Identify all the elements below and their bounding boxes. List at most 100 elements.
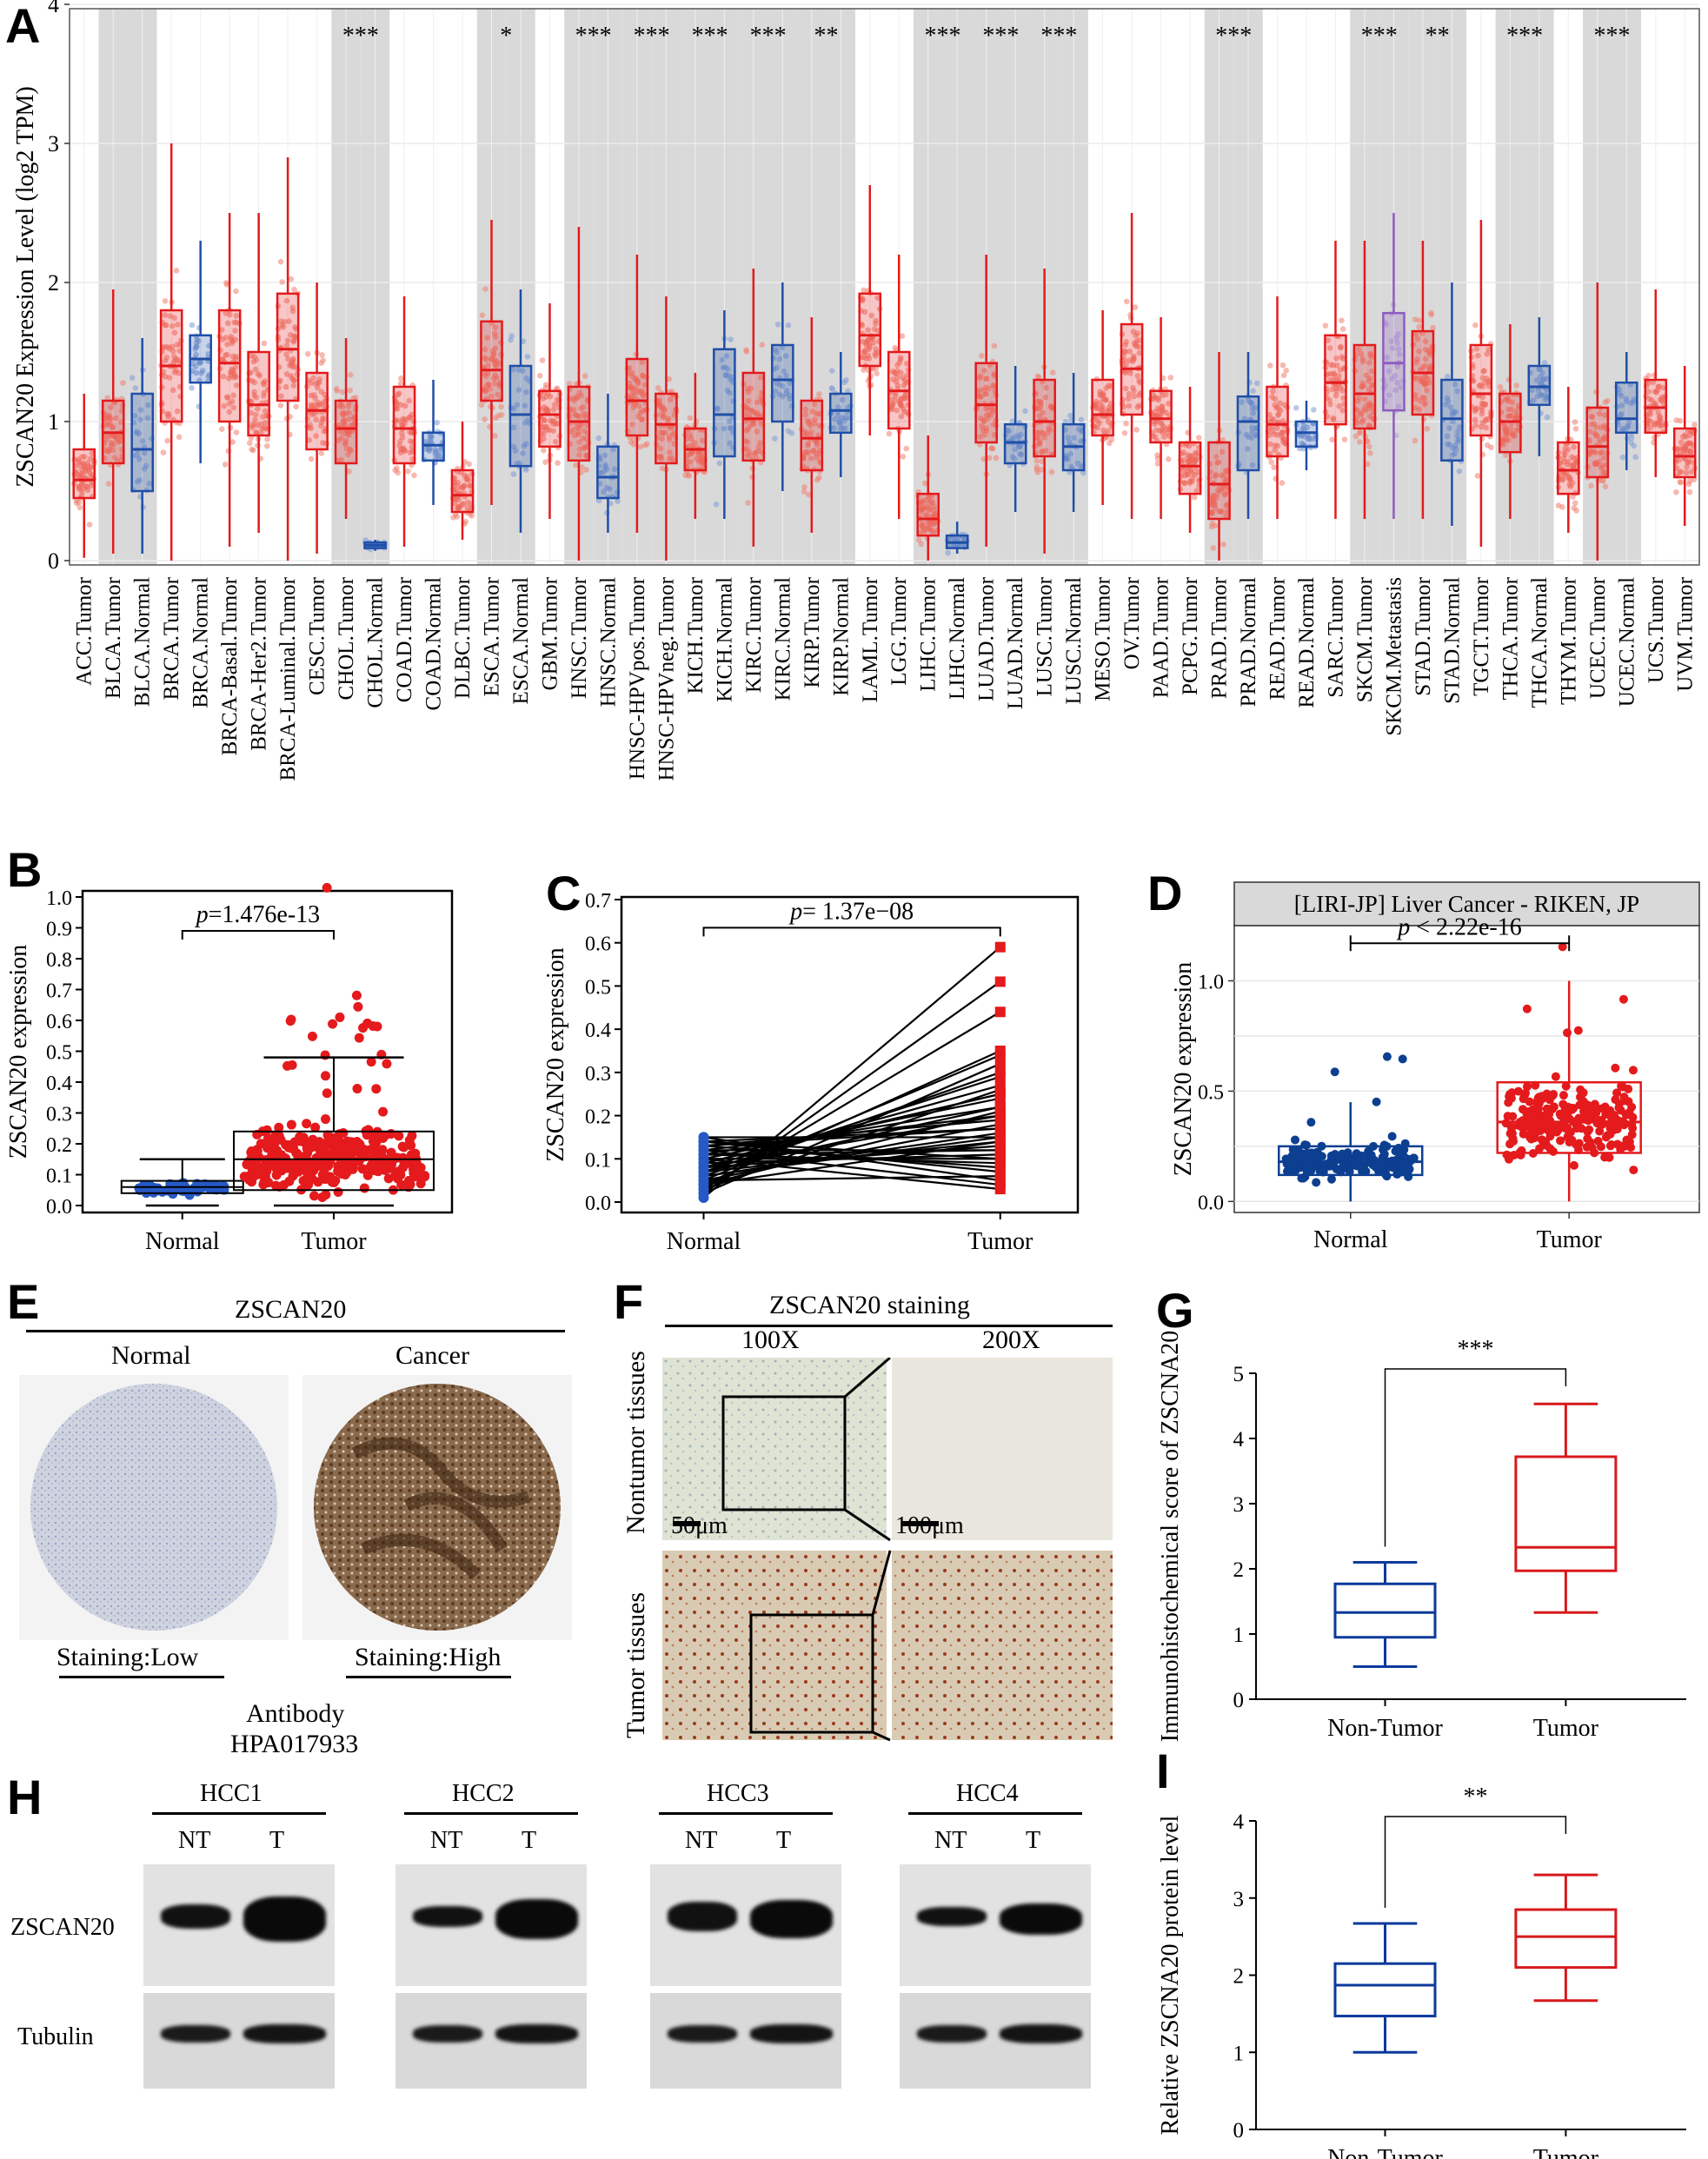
data-point bbox=[143, 462, 150, 469]
data-point bbox=[277, 402, 284, 409]
data-point bbox=[251, 389, 257, 395]
y-axis-label-a: ZSCAN20 Expression Level (log2 TPM) bbox=[12, 86, 39, 487]
x-tick-label-a: CHOL.Normal bbox=[364, 577, 388, 708]
x-tick-label-a: STAD.Normal bbox=[1440, 577, 1464, 704]
blot-lane-t: T bbox=[269, 1827, 285, 1854]
panel-e-normal-rule bbox=[59, 1676, 224, 1678]
x-tick-label-a: SARC.Tumor bbox=[1324, 576, 1347, 697]
data-point bbox=[285, 1016, 296, 1026]
data-point bbox=[1311, 407, 1317, 413]
box bbox=[741, 371, 766, 462]
data-point bbox=[129, 375, 136, 381]
normal-point bbox=[698, 1179, 709, 1191]
data-point bbox=[785, 322, 792, 329]
significance-label-a: *** bbox=[575, 23, 612, 50]
data-point bbox=[1290, 1135, 1299, 1145]
data-point bbox=[286, 318, 292, 324]
data-point bbox=[105, 481, 112, 487]
data-point bbox=[420, 1172, 430, 1182]
data-point bbox=[164, 437, 170, 444]
y-tick-label-c: 0.6 bbox=[585, 933, 611, 956]
data-point bbox=[1553, 1122, 1563, 1132]
data-point bbox=[308, 380, 314, 386]
significance-label-a: *** bbox=[692, 23, 728, 50]
data-point bbox=[394, 1131, 404, 1141]
data-point bbox=[427, 434, 434, 441]
data-point bbox=[198, 369, 204, 376]
plot-frame-c bbox=[620, 895, 1080, 1214]
data-point bbox=[223, 351, 230, 358]
data-point bbox=[595, 435, 602, 442]
data-point bbox=[514, 402, 521, 409]
data-point bbox=[539, 424, 545, 430]
x-tick-label-a: HNSC-HPVneg.Tumor bbox=[655, 576, 678, 781]
data-point bbox=[1280, 372, 1287, 379]
data-point bbox=[302, 1119, 312, 1129]
data-point bbox=[1602, 399, 1609, 406]
data-point bbox=[1600, 1153, 1610, 1162]
data-point bbox=[550, 418, 556, 424]
y-axis-label-i: Relative ZSCNA20 protein level bbox=[1157, 1815, 1184, 2135]
data-point bbox=[1123, 298, 1130, 305]
data-point bbox=[455, 496, 462, 503]
x-tick-label-a: KIRC.Tumor bbox=[742, 576, 766, 693]
box-group-coad-normal bbox=[421, 380, 446, 505]
data-point bbox=[874, 370, 880, 376]
band-tubulin-t bbox=[750, 2024, 833, 2043]
data-point bbox=[1619, 454, 1626, 461]
data-point bbox=[86, 521, 93, 528]
data-point bbox=[394, 406, 401, 412]
box bbox=[480, 320, 503, 402]
data-point bbox=[498, 412, 505, 418]
data-point bbox=[307, 422, 314, 428]
panel-e-antibody-id: HPA017933 bbox=[230, 1730, 359, 1758]
data-point bbox=[407, 415, 414, 421]
data-point bbox=[368, 1155, 378, 1166]
data-point bbox=[399, 422, 405, 429]
data-point bbox=[218, 327, 225, 333]
data-point bbox=[132, 385, 139, 391]
data-point bbox=[510, 405, 517, 412]
x-tick-label-a: KICH.Normal bbox=[713, 577, 736, 702]
data-point bbox=[788, 430, 795, 436]
data-point bbox=[1615, 1099, 1625, 1108]
data-point bbox=[1506, 1122, 1516, 1132]
data-point bbox=[225, 375, 232, 382]
panel-label-a: A bbox=[5, 0, 41, 53]
data-point bbox=[229, 366, 235, 373]
x-tick-label-a: UVM.Tumor bbox=[1673, 576, 1697, 691]
data-point bbox=[344, 451, 351, 458]
box bbox=[1527, 364, 1552, 407]
box bbox=[538, 389, 562, 448]
x-tick-label-a: UCS.Tumor bbox=[1645, 576, 1668, 683]
data-point bbox=[576, 389, 583, 395]
data-point bbox=[432, 448, 439, 455]
data-point bbox=[306, 1142, 316, 1153]
data-point bbox=[228, 336, 234, 342]
data-point bbox=[427, 445, 433, 452]
data-point bbox=[323, 1134, 334, 1145]
data-point bbox=[1398, 1054, 1407, 1064]
x-tick-label: Tumor bbox=[1533, 2145, 1599, 2159]
x-tick-label-a: DLBC.Tumor bbox=[451, 576, 475, 699]
data-point bbox=[716, 460, 723, 467]
x-tick-label-a: THYM.Tumor bbox=[1557, 576, 1580, 705]
data-point bbox=[728, 336, 734, 342]
data-point bbox=[1154, 461, 1161, 467]
data-point bbox=[1132, 304, 1139, 310]
data-point bbox=[409, 444, 415, 450]
data-point bbox=[104, 448, 111, 455]
data-point bbox=[1691, 422, 1698, 428]
data-point bbox=[162, 357, 169, 364]
data-point bbox=[76, 499, 83, 506]
data-point bbox=[1366, 443, 1372, 450]
box-non-tumor bbox=[1333, 1561, 1437, 1668]
data-point bbox=[479, 312, 486, 319]
data-point bbox=[303, 1179, 314, 1190]
normal-point bbox=[698, 1166, 709, 1178]
data-point bbox=[392, 1153, 402, 1163]
data-point bbox=[462, 482, 468, 488]
box-group-hnsc-tumor bbox=[566, 227, 592, 561]
data-point bbox=[174, 408, 181, 415]
data-point bbox=[1673, 488, 1679, 495]
